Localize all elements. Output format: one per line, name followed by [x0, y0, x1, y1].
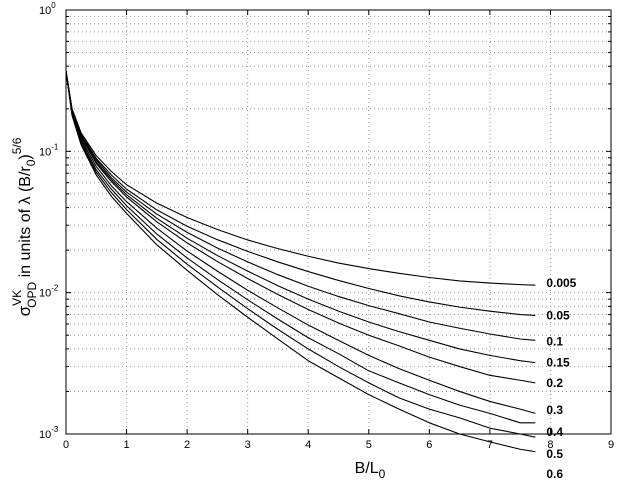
- y-tick-label-exponent: -3: [51, 425, 59, 434]
- series-label: 0.6: [546, 467, 563, 481]
- y-axis-r-subscript: 0: [24, 159, 38, 166]
- series-line-0-6: [65, 70, 536, 453]
- series-label: 0.15: [546, 356, 570, 370]
- x-tick-label: 8: [547, 439, 553, 451]
- series-line-0-3: [65, 70, 536, 414]
- series-label: 0.4: [546, 425, 563, 439]
- y-axis-sigma-subscript: OPD: [25, 282, 39, 308]
- y-axis-sigma-superscript: VK: [10, 290, 24, 306]
- series-line-0-15: [65, 70, 536, 364]
- plot-frame: [65, 9, 612, 435]
- axes: [65, 9, 612, 435]
- series-label: 0.3: [546, 403, 563, 417]
- y-tick-label: 10-3: [39, 425, 59, 441]
- y-tick-label-exponent: -2: [51, 284, 59, 293]
- series-line-0-5: [65, 70, 536, 438]
- y-tick-label: 10-2: [39, 284, 59, 300]
- x-tick-label: 7: [487, 439, 493, 451]
- x-tick-label: 0: [63, 439, 69, 451]
- y-tick-label: 100: [39, 1, 56, 17]
- y-axis-exponent: 5/6: [10, 137, 24, 154]
- series-line-0-4: [65, 70, 536, 424]
- series-lines: [65, 70, 536, 453]
- series-label: 0.2: [546, 376, 563, 390]
- y-tick-label-base: 10: [39, 146, 51, 158]
- series-label: 0.5: [546, 447, 563, 461]
- y-tick-label-base: 10: [39, 288, 51, 300]
- series-line-0-005: [65, 70, 536, 286]
- grid: [66, 10, 611, 434]
- y-axis-sigma: σ: [15, 305, 34, 316]
- series-line-0-05: [65, 70, 536, 316]
- x-axis-title-main: B/L: [355, 460, 379, 477]
- y-axis-title-middle: in units of λ (B/r: [17, 166, 34, 282]
- series-line-0-1: [65, 70, 536, 341]
- x-tick-label: 5: [366, 439, 372, 451]
- series-label: 0.005: [546, 276, 576, 290]
- series-label: 0.1: [546, 335, 563, 349]
- series-label: 0.05: [546, 308, 570, 322]
- x-tick-label: 9: [608, 439, 614, 451]
- series-line-0-2: [65, 70, 536, 384]
- x-tick-label: 4: [305, 439, 311, 451]
- y-axis-title: σVKOPD in units of λ (B/r0)5/6: [10, 137, 39, 316]
- x-tick-label: 6: [426, 439, 432, 451]
- x-axis-title: B/L0: [355, 460, 386, 481]
- y-tick-label-exponent: -1: [51, 142, 59, 151]
- x-tick-label: 1: [123, 439, 129, 451]
- y-tick-label: 10-1: [39, 142, 59, 158]
- x-axis-title-subscript: 0: [379, 467, 386, 481]
- x-tick-label: 2: [184, 439, 190, 451]
- y-tick-label-base: 10: [39, 5, 51, 17]
- x-tick-label: 3: [245, 439, 251, 451]
- y-tick-label-exponent: 0: [51, 1, 56, 10]
- y-tick-label-base: 10: [39, 429, 51, 441]
- y-axis-title-close: ): [17, 154, 34, 159]
- series-labels: 0.005 0.05 0.1 0.15 0.2 0.3 0.4 0.5 0.6: [546, 276, 576, 481]
